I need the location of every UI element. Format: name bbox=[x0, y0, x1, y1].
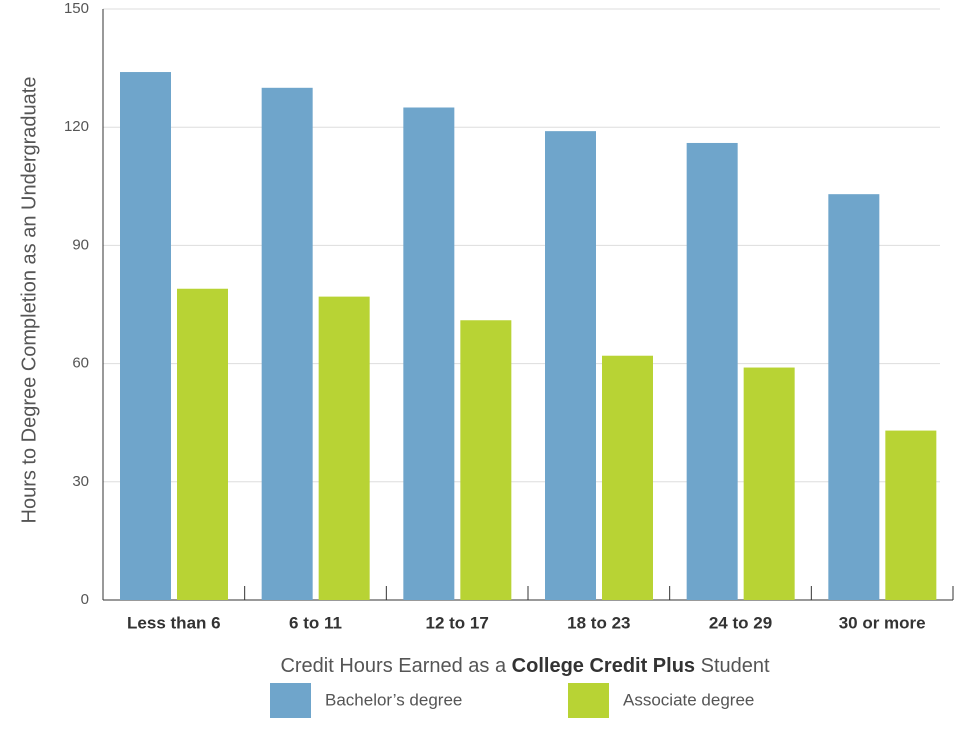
y-tick-label: 120 bbox=[64, 118, 89, 135]
x-tick-label: 18 to 23 bbox=[567, 613, 630, 632]
x-label-part: Credit Hours Earned as a bbox=[280, 655, 507, 677]
legend-label: Bachelor’s degree bbox=[325, 690, 462, 709]
bar bbox=[545, 131, 596, 600]
bar bbox=[602, 355, 653, 600]
x-tick-label: Less than 6 bbox=[127, 613, 221, 632]
legend-label: Associate degree bbox=[623, 690, 754, 709]
x-label-part: Student bbox=[701, 655, 770, 677]
bar bbox=[318, 296, 370, 600]
x-tick-label: 12 to 17 bbox=[426, 613, 489, 632]
x-tick-label: 30 or more bbox=[839, 613, 926, 632]
x-label-part: College Credit Plus bbox=[512, 655, 695, 677]
bar bbox=[686, 142, 738, 600]
bar bbox=[261, 87, 313, 601]
legend-swatch bbox=[568, 683, 609, 718]
y-tick-label: 150 bbox=[64, 0, 89, 17]
bar bbox=[460, 320, 512, 600]
bar bbox=[403, 107, 455, 600]
y-axis-label: Hours to Degree Completion as an Undergr… bbox=[18, 77, 40, 524]
y-tick-label: 0 bbox=[81, 591, 89, 608]
x-tick-label: 6 to 11 bbox=[289, 613, 342, 632]
y-tick-label: 30 bbox=[72, 473, 89, 490]
bar bbox=[828, 194, 880, 600]
x-axis-label: Credit Hours Earned as a College Credit … bbox=[280, 655, 770, 677]
x-tick-label: 24 to 29 bbox=[709, 613, 772, 632]
y-tick-label: 60 bbox=[72, 355, 89, 372]
y-tick-label: 90 bbox=[72, 236, 89, 253]
bar bbox=[743, 367, 795, 600]
legend-swatch bbox=[270, 683, 311, 718]
bar bbox=[177, 288, 228, 600]
bar bbox=[120, 72, 171, 601]
bar bbox=[885, 430, 937, 600]
